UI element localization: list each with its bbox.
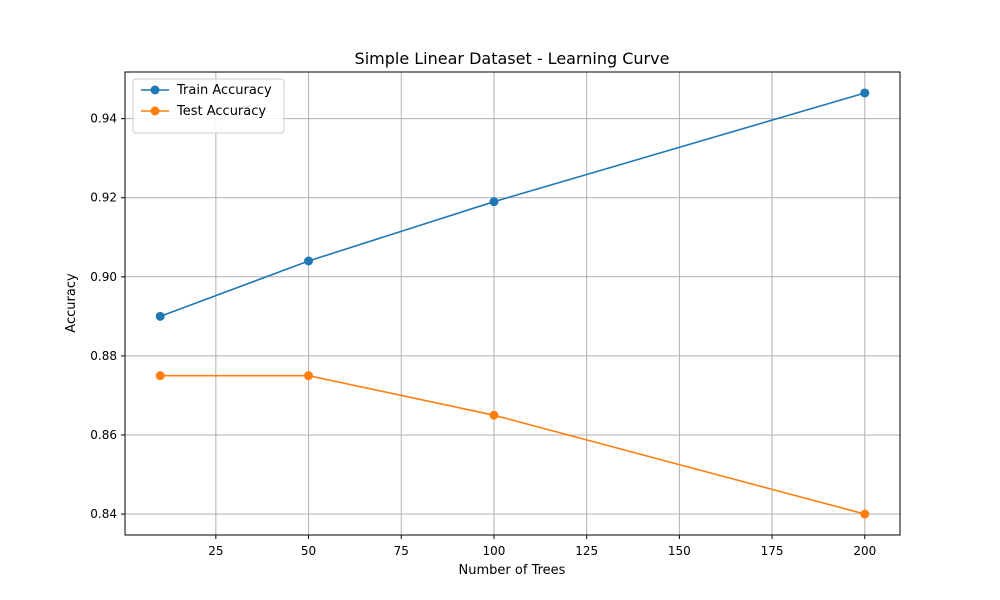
legend-label: Test Accuracy bbox=[176, 104, 266, 119]
y-tick-label: 0.92 bbox=[90, 191, 117, 205]
x-tick-label: 125 bbox=[575, 544, 598, 558]
data-point bbox=[489, 197, 499, 207]
legend-swatch-marker bbox=[150, 106, 160, 116]
series-line-1 bbox=[160, 374, 865, 515]
y-tick-label: 0.90 bbox=[90, 270, 117, 284]
data-point bbox=[860, 509, 870, 519]
legend-swatch-marker bbox=[150, 85, 160, 95]
x-tick-label: 25 bbox=[208, 544, 223, 558]
y-tick-label: 0.84 bbox=[90, 507, 117, 521]
data-point bbox=[155, 371, 165, 381]
x-tick-label: 100 bbox=[483, 544, 506, 558]
data-point bbox=[489, 410, 499, 420]
y-tick-label: 0.94 bbox=[90, 112, 117, 126]
series-layer bbox=[155, 88, 870, 519]
plot-frame bbox=[124, 71, 901, 536]
data-point bbox=[304, 256, 314, 266]
chart-title: Simple Linear Dataset - Learning Curve bbox=[355, 49, 670, 68]
legend-box bbox=[132, 78, 285, 134]
series-line-0 bbox=[159, 92, 865, 318]
legend: Train Accuracy Test Accuracy bbox=[132, 78, 285, 134]
tick-layer: 25 50 75 100 125 150 175 200 0.84 0.86 0.88 0.90 0.9… bbox=[90, 112, 876, 558]
data-point bbox=[155, 311, 165, 321]
x-tick-label: 50 bbox=[301, 544, 316, 558]
x-axis-label: Number of Trees bbox=[459, 563, 566, 578]
data-point bbox=[304, 371, 314, 381]
y-tick-label: 0.88 bbox=[90, 349, 117, 363]
x-tick-label: 75 bbox=[394, 544, 409, 558]
y-tick-label: 0.86 bbox=[90, 428, 117, 442]
data-point bbox=[860, 88, 870, 98]
x-tick-label: 175 bbox=[761, 544, 784, 558]
grid-layer bbox=[125, 72, 900, 535]
y-axis-label: Accuracy bbox=[64, 273, 79, 333]
x-tick-label: 200 bbox=[853, 544, 876, 558]
x-tick-label: 150 bbox=[668, 544, 691, 558]
legend-label: Train Accuracy bbox=[176, 83, 272, 98]
